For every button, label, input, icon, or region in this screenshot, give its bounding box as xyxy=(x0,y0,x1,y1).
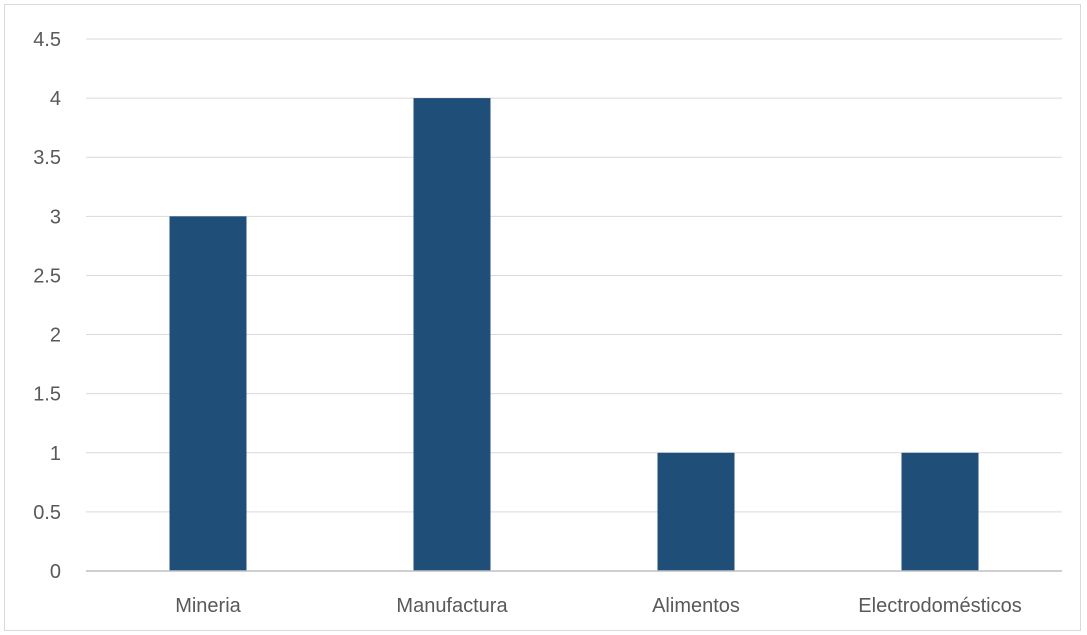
y-tick-label: 4.5 xyxy=(33,29,61,51)
bar-alimentos xyxy=(657,452,735,571)
y-tick-label: 2 xyxy=(50,325,61,347)
y-axis-tick-labels: 0 0.5 1 1.5 2 2.5 3 3.5 4 4.5 xyxy=(33,29,61,583)
y-tick-label: 3.5 xyxy=(33,147,61,169)
y-tick-label: 0 xyxy=(50,561,61,583)
x-category-label: Manufactura xyxy=(396,595,508,617)
y-tick-label: 2.5 xyxy=(33,265,61,287)
y-tick-label: 0.5 xyxy=(33,502,61,524)
x-category-label: Electrodomésticos xyxy=(858,595,1021,617)
y-tick-label: 1 xyxy=(50,443,61,465)
x-category-label: Alimentos xyxy=(652,595,740,617)
gridlines xyxy=(86,38,1062,513)
bar-electrodomésticos xyxy=(901,452,979,571)
y-tick-label: 1.5 xyxy=(33,384,61,406)
bar-mineria xyxy=(169,216,247,572)
x-category-label: Mineria xyxy=(175,595,241,617)
bars xyxy=(169,98,979,572)
x-axis-category-labels: Mineria Manufactura Alimentos Electrodomést… xyxy=(175,595,1021,617)
y-tick-label: 3 xyxy=(50,206,61,228)
bar-manufactura xyxy=(413,98,491,571)
y-tick-label: 4 xyxy=(50,88,61,110)
